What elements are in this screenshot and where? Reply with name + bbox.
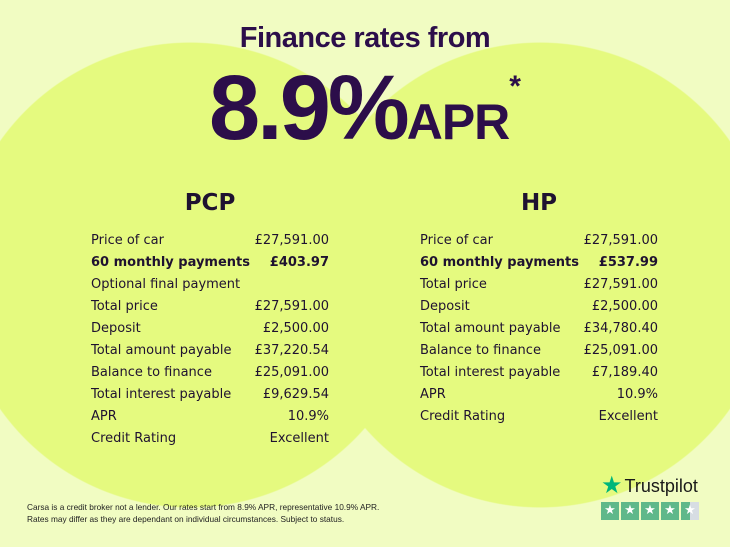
table-row: APR 10.9% bbox=[91, 406, 329, 428]
row-value: £27,591.00 bbox=[583, 233, 658, 248]
row-value: £9,629.54 bbox=[262, 387, 329, 402]
row-value: Excellent bbox=[269, 431, 329, 446]
row-label: Total interest payable bbox=[420, 365, 561, 380]
row-label: Total amount payable bbox=[420, 321, 561, 336]
table-row: Price of car £27,591.00 bbox=[420, 230, 658, 252]
table-row: Balance to finance £25,091.00 bbox=[91, 362, 329, 384]
rate-value: 8.9% bbox=[209, 57, 410, 159]
row-label: Deposit bbox=[91, 321, 141, 336]
table-row: Total interest payable £9,629.54 bbox=[91, 384, 329, 406]
table-row: Deposit £2,500.00 bbox=[420, 296, 658, 318]
row-label: Total price bbox=[91, 299, 158, 314]
row-label: Deposit bbox=[420, 299, 470, 314]
table-row: Credit Rating Excellent bbox=[91, 428, 329, 450]
row-value: £34,780.40 bbox=[583, 321, 658, 336]
table-row: Total amount payable £37,220.54 bbox=[91, 340, 329, 362]
hp-title: HP bbox=[520, 190, 558, 216]
row-label: Price of car bbox=[420, 233, 493, 248]
row-value: £25,091.00 bbox=[583, 343, 658, 358]
row-value: 10.9% bbox=[616, 387, 658, 402]
row-value: £25,091.00 bbox=[254, 365, 329, 380]
table-row: Total interest payable £7,189.40 bbox=[420, 362, 658, 384]
row-value: £27,591.00 bbox=[254, 233, 329, 248]
row-label: 60 monthly payments bbox=[420, 255, 579, 270]
star-icon: ★ bbox=[621, 502, 639, 520]
row-value: £37,220.54 bbox=[254, 343, 329, 358]
table-row: Total price £27,591.00 bbox=[420, 274, 658, 296]
row-label: APR bbox=[420, 387, 446, 402]
row-value: £7,189.40 bbox=[591, 365, 658, 380]
star-icon: ★ bbox=[681, 502, 699, 520]
row-value: £2,500.00 bbox=[591, 299, 658, 314]
row-label: Balance to finance bbox=[91, 365, 212, 380]
star-icon: ★ bbox=[601, 502, 619, 520]
row-label: Total price bbox=[420, 277, 487, 292]
disclaimer: Carsa is a credit broker not a lender. O… bbox=[27, 501, 379, 525]
row-value: £27,591.00 bbox=[254, 299, 329, 314]
table-row: Price of car £27,591.00 bbox=[91, 230, 329, 252]
trustpilot-name: Trustpilot bbox=[624, 475, 698, 496]
apr-label: APR bbox=[406, 94, 511, 150]
row-label: 60 monthly payments bbox=[91, 255, 250, 270]
trustpilot-star-icon: ★ bbox=[601, 472, 623, 499]
row-value: £403.97 bbox=[269, 255, 329, 270]
row-value: 10.9% bbox=[287, 409, 329, 424]
disclaimer-line: Rates may differ as they are dependant o… bbox=[27, 514, 345, 524]
trustpilot-badge: ★ Trustpilot ★ ★ ★ ★ ★ bbox=[601, 474, 711, 520]
rating-stars: ★ ★ ★ ★ ★ bbox=[601, 502, 711, 520]
row-label: Balance to finance bbox=[420, 343, 541, 358]
table-row: Total amount payable £34,780.40 bbox=[420, 318, 658, 340]
headline-rate: 8.9%APR* bbox=[0, 56, 730, 161]
pcp-table: PCP Price of car £27,591.00 60 monthly pay… bbox=[91, 190, 329, 450]
row-value: £27,591.00 bbox=[583, 277, 658, 292]
row-value: Excellent bbox=[598, 409, 658, 424]
table-row: 60 monthly payments £537.99 bbox=[420, 252, 658, 274]
headline: Finance rates from bbox=[239, 22, 491, 54]
row-label: APR bbox=[91, 409, 117, 424]
star-icon: ★ bbox=[641, 502, 659, 520]
row-label: Credit Rating bbox=[420, 409, 506, 424]
table-row: 60 monthly payments £403.97 bbox=[91, 252, 329, 274]
row-label: Optional final payment bbox=[91, 277, 241, 292]
disclaimer-line: Carsa is a credit broker not a lender. O… bbox=[27, 502, 380, 512]
table-row: APR 10.9% bbox=[420, 384, 658, 406]
asterisk: * bbox=[509, 70, 521, 103]
hp-table: HP Price of car £27,591.00 60 monthly paym… bbox=[420, 190, 658, 428]
table-row: Optional final payment bbox=[91, 274, 329, 296]
star-icon: ★ bbox=[661, 502, 679, 520]
row-value: £2,500.00 bbox=[262, 321, 329, 336]
row-label: Total interest payable bbox=[91, 387, 232, 402]
pcp-title: PCP bbox=[184, 190, 236, 216]
table-row: Total price £27,591.00 bbox=[91, 296, 329, 318]
table-row: Credit Rating Excellent bbox=[420, 406, 658, 428]
row-label: Total amount payable bbox=[91, 343, 232, 358]
table-row: Balance to finance £25,091.00 bbox=[420, 340, 658, 362]
table-row: Deposit £2,500.00 bbox=[91, 318, 329, 340]
row-label: Credit Rating bbox=[91, 431, 177, 446]
row-label: Price of car bbox=[91, 233, 164, 248]
row-value: £537.99 bbox=[598, 255, 658, 270]
